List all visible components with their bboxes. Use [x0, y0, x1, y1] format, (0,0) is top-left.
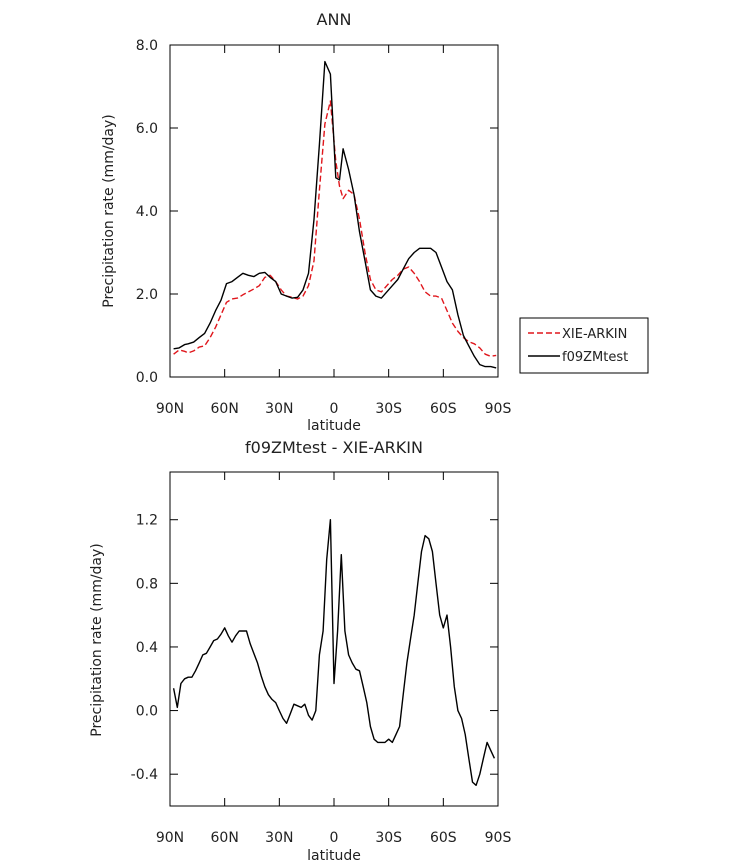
bottom-plot-frame	[169, 471, 499, 807]
x-tick-label-3: 0	[330, 830, 339, 846]
x-tick-label-1: 60N	[211, 830, 239, 846]
y-tick-label-1: 2.0	[136, 287, 158, 303]
x-tick-label-5: 60S	[430, 830, 457, 846]
series-line-xie-arkin	[173, 100, 497, 357]
y-tick-label-2: 4.0	[136, 204, 158, 220]
top-x-ticks: 90N 60N 30N 0 30S 60S 90S	[156, 45, 512, 417]
legend-label-f09zmtest: f09ZMtest	[562, 350, 628, 365]
bottom-y-ticks: -0.4 0.0 0.4 0.8 1.2	[131, 513, 498, 783]
x-tick-label-6: 90S	[485, 401, 512, 417]
x-tick-label-5: 60S	[430, 401, 457, 417]
top-x-axis-label: latitude	[307, 418, 361, 434]
x-tick-label-6: 90S	[485, 830, 512, 846]
x-tick-label-2: 30N	[265, 401, 293, 417]
top-plot-frame	[169, 44, 499, 378]
y-tick-label-4: 8.0	[136, 38, 158, 54]
top-y-axis-label: Precipitation rate (mm/day)	[101, 114, 117, 308]
series-line-f09zmtest	[173, 60, 497, 369]
bottom-y-axis-label: Precipitation rate (mm/day)	[89, 543, 105, 737]
bottom-chart-title: f09ZMtest - XIE-ARKIN	[245, 438, 423, 457]
bottom-x-axis-label: latitude	[307, 848, 361, 864]
y-tick-label-0: 0.0	[136, 370, 158, 386]
y-tick-label-1: 0.0	[136, 704, 158, 720]
bottom-panel: f09ZMtest - XIE-ARKIN 90N 60N 30N 0 30S 60S 90…	[89, 438, 511, 864]
top-panel: ANN 90N 60N 30N 0 30S 60S 90S 0.02.04.06.08.0 …	[101, 10, 649, 434]
top-y-ticks: 0.0 2.0 4.0 6.0 8.0	[136, 38, 498, 386]
y-tick-label-0: -0.4	[131, 767, 158, 783]
x-tick-label-4: 30S	[375, 401, 402, 417]
x-tick-label-3: 0	[330, 401, 339, 417]
series-line-f09zmtest-xie-arkin	[172, 519, 496, 786]
x-tick-label-4: 30S	[375, 830, 402, 846]
legend-box	[519, 317, 649, 374]
y-tick-label-4: 1.2	[136, 513, 158, 529]
x-tick-label-1: 60N	[211, 401, 239, 417]
bottom-x-ticks: 90N 60N 30N 0 30S 60S 90S	[156, 472, 512, 846]
legend-label-xie-arkin: XIE-ARKIN	[562, 327, 627, 342]
x-tick-label-2: 30N	[265, 830, 293, 846]
top-chart-title: ANN	[317, 10, 352, 29]
bottom-series-lines	[172, 519, 496, 786]
y-tick-label-2: 0.4	[136, 640, 158, 656]
x-tick-label-0: 90N	[156, 401, 184, 417]
y-tick-label-3: 0.8	[136, 576, 158, 592]
top-legend: XIE-ARKIN f09ZMtest	[519, 317, 649, 374]
x-tick-label-0: 90N	[156, 830, 184, 846]
y-tick-label-3: 6.0	[136, 121, 158, 137]
top-series-lines	[173, 60, 497, 369]
